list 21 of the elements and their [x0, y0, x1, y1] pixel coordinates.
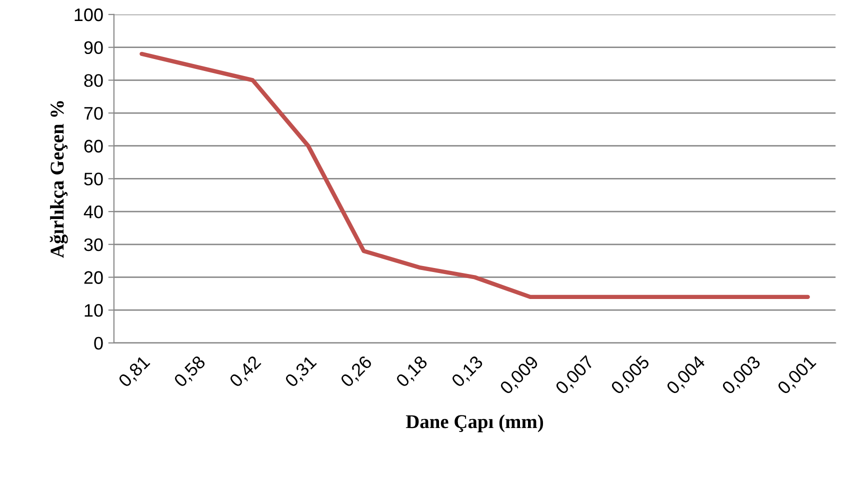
y-tick-label: 20	[84, 271, 103, 284]
x-tick-label: 0,26	[340, 354, 374, 390]
y-axis-title: Ağırlıkça Geçen %	[50, 101, 68, 258]
y-tick-label: 30	[84, 238, 103, 252]
x-tick-label: 0,42	[228, 355, 263, 390]
y-tick-label: 90	[84, 41, 103, 54]
y-tick-label: 50	[84, 172, 103, 186]
x-tick-label: 0,18	[395, 354, 430, 390]
x-tick-label: 0,58	[173, 354, 208, 390]
y-tick-label: 40	[84, 205, 103, 218]
y-tick-label: 0	[94, 336, 103, 350]
x-axis-title: Dane Çapı (mm)	[406, 414, 544, 432]
y-tick-label: 80	[84, 74, 103, 87]
x-tick-label: 0,31	[284, 355, 318, 390]
x-tick-label: 0,13	[450, 354, 486, 390]
y-tick-label: 70	[84, 106, 103, 120]
y-tick-label: 10	[84, 304, 103, 317]
y-tick-label: 100	[74, 8, 103, 22]
line-series	[140, 52, 810, 300]
x-tick-label: 0,81	[118, 355, 152, 390]
y-tick-label: 60	[84, 140, 103, 153]
